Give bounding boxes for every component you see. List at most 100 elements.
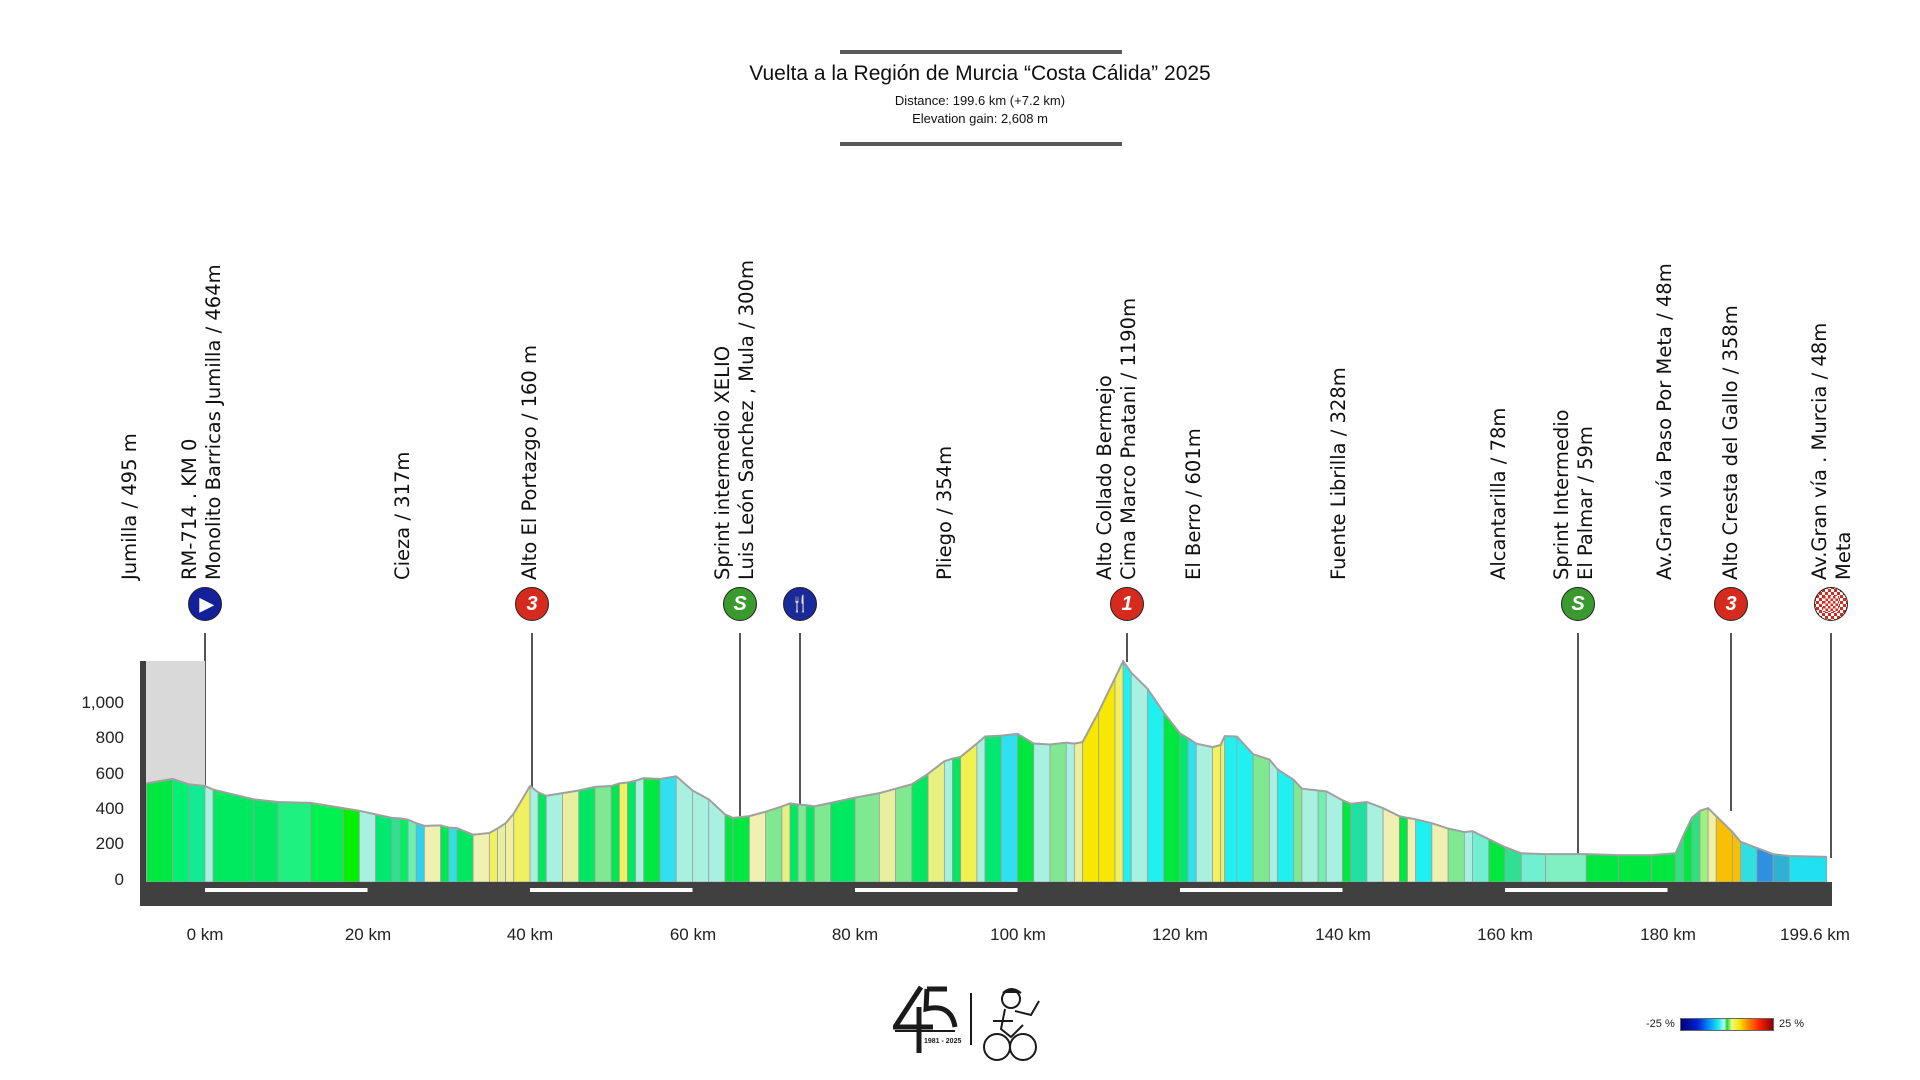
profile-segment [960, 742, 978, 883]
profile-segment [1447, 828, 1465, 883]
profile-segment [984, 735, 1002, 883]
profile-segment [1293, 778, 1303, 883]
profile-segment [415, 822, 425, 883]
profile-segment [659, 775, 677, 883]
profile-segment [692, 789, 710, 883]
profile-segment [952, 756, 962, 883]
elevation-gain-text: Elevation gain: 2,608 m [912, 111, 1048, 126]
profile-segment [1788, 855, 1828, 883]
legend-min-label: -25 % [1646, 1018, 1675, 1030]
profile-segment [472, 832, 490, 883]
profile-segment [1065, 742, 1075, 883]
profile-segment [1325, 790, 1343, 883]
profile-segment [1277, 768, 1295, 883]
profile-segment [1147, 687, 1165, 883]
km-scale-strip [205, 888, 368, 892]
profile-segment [854, 792, 880, 883]
x-tick-60: 60 km [669, 925, 717, 944]
cyclist-mascot-icon [983, 988, 1040, 1061]
profile-segment [391, 817, 401, 883]
profile-segment [375, 813, 393, 883]
profile-segment [1224, 735, 1238, 883]
profile-segment [358, 810, 377, 883]
profile-segment [635, 777, 645, 883]
logo-45-icon: 1981 - 2025 [890, 985, 961, 1053]
kom-cat3-icon: 3 [515, 587, 549, 621]
x-tick-80: 80 km [831, 925, 879, 944]
profile-segment [1049, 742, 1067, 883]
profile-segment [1342, 799, 1352, 883]
profile-outline [146, 659, 1827, 858]
profile-segment [212, 789, 255, 883]
marker-line [1730, 633, 1732, 811]
profile-segment [830, 797, 856, 883]
profile-segment [253, 798, 279, 883]
distance-text: Distance: 199.6 km (+7.2 km) [894, 93, 1066, 108]
profile-segment [537, 791, 547, 883]
profile-segment [1350, 801, 1368, 883]
profile-segment [781, 802, 791, 883]
x-tick-160: 160 km [1477, 925, 1533, 944]
profile-segment [805, 804, 815, 883]
profile-segment [627, 780, 637, 883]
profile-segment [277, 801, 312, 883]
profile-segment [765, 805, 783, 883]
profile-segment [497, 822, 507, 883]
profile-segment [1317, 790, 1327, 883]
legend-max-label: 25 % [1779, 1018, 1805, 1030]
profile-segment [1650, 852, 1677, 883]
profile-segment [927, 760, 945, 883]
profile-segment [976, 735, 986, 883]
profile-segment [1463, 830, 1473, 883]
y-axis-bar [140, 661, 146, 906]
profile-segment [1236, 735, 1254, 883]
profile-segment [1431, 822, 1449, 883]
profile-segment [1187, 737, 1197, 883]
profile-segment [610, 782, 620, 883]
y-tick-0: 0 [114, 870, 124, 889]
profile-segment [1545, 853, 1587, 883]
profile-segment [188, 783, 206, 883]
profile-segment [1073, 741, 1083, 883]
marker-line [1126, 633, 1128, 662]
profile-segment [1301, 788, 1319, 883]
profile-segment [545, 792, 563, 883]
x-axis-bar [140, 882, 1832, 906]
profile-segment [488, 827, 498, 883]
x-tick-40: 40 km [506, 925, 554, 944]
marker-line [799, 633, 801, 806]
x-tick-120: 120 km [1152, 925, 1208, 944]
profile-segment [797, 804, 807, 883]
km-scale-strip [855, 888, 1018, 892]
profile-segment [618, 782, 628, 883]
profile-segment [1618, 854, 1652, 883]
gradient-color-legend [1680, 1018, 1774, 1031]
x-tick-end: 199.6 km [1780, 925, 1850, 944]
title-rule-bottom [840, 142, 1122, 146]
profile-segment [1130, 671, 1148, 883]
profile-segment [1398, 815, 1408, 883]
profile-segment [448, 827, 458, 883]
profile-segment [1699, 807, 1709, 883]
profile-segment [675, 775, 693, 883]
profile-segment [1179, 732, 1189, 883]
profile-segment [724, 813, 734, 883]
profile-segment [562, 789, 580, 883]
y-tick-1000: 1,000 [81, 693, 124, 712]
profile-segment [1212, 744, 1222, 883]
profile-segment [1268, 758, 1278, 883]
profile-segment [1366, 801, 1384, 883]
profile-segment [1122, 659, 1132, 883]
profile-segment [1415, 818, 1433, 883]
profile-segment [529, 785, 539, 883]
profile-segment [1114, 661, 1124, 883]
km-scale-strip [1180, 888, 1343, 892]
profile-segment [1707, 807, 1717, 883]
y-tick-800: 800 [95, 728, 124, 747]
profile-segment [1252, 753, 1270, 883]
y-tick-200: 200 [95, 834, 124, 853]
profile-segment [943, 758, 953, 883]
title-rule-top [840, 50, 1122, 54]
marker-line [1830, 633, 1832, 858]
profile-segment [732, 815, 750, 883]
